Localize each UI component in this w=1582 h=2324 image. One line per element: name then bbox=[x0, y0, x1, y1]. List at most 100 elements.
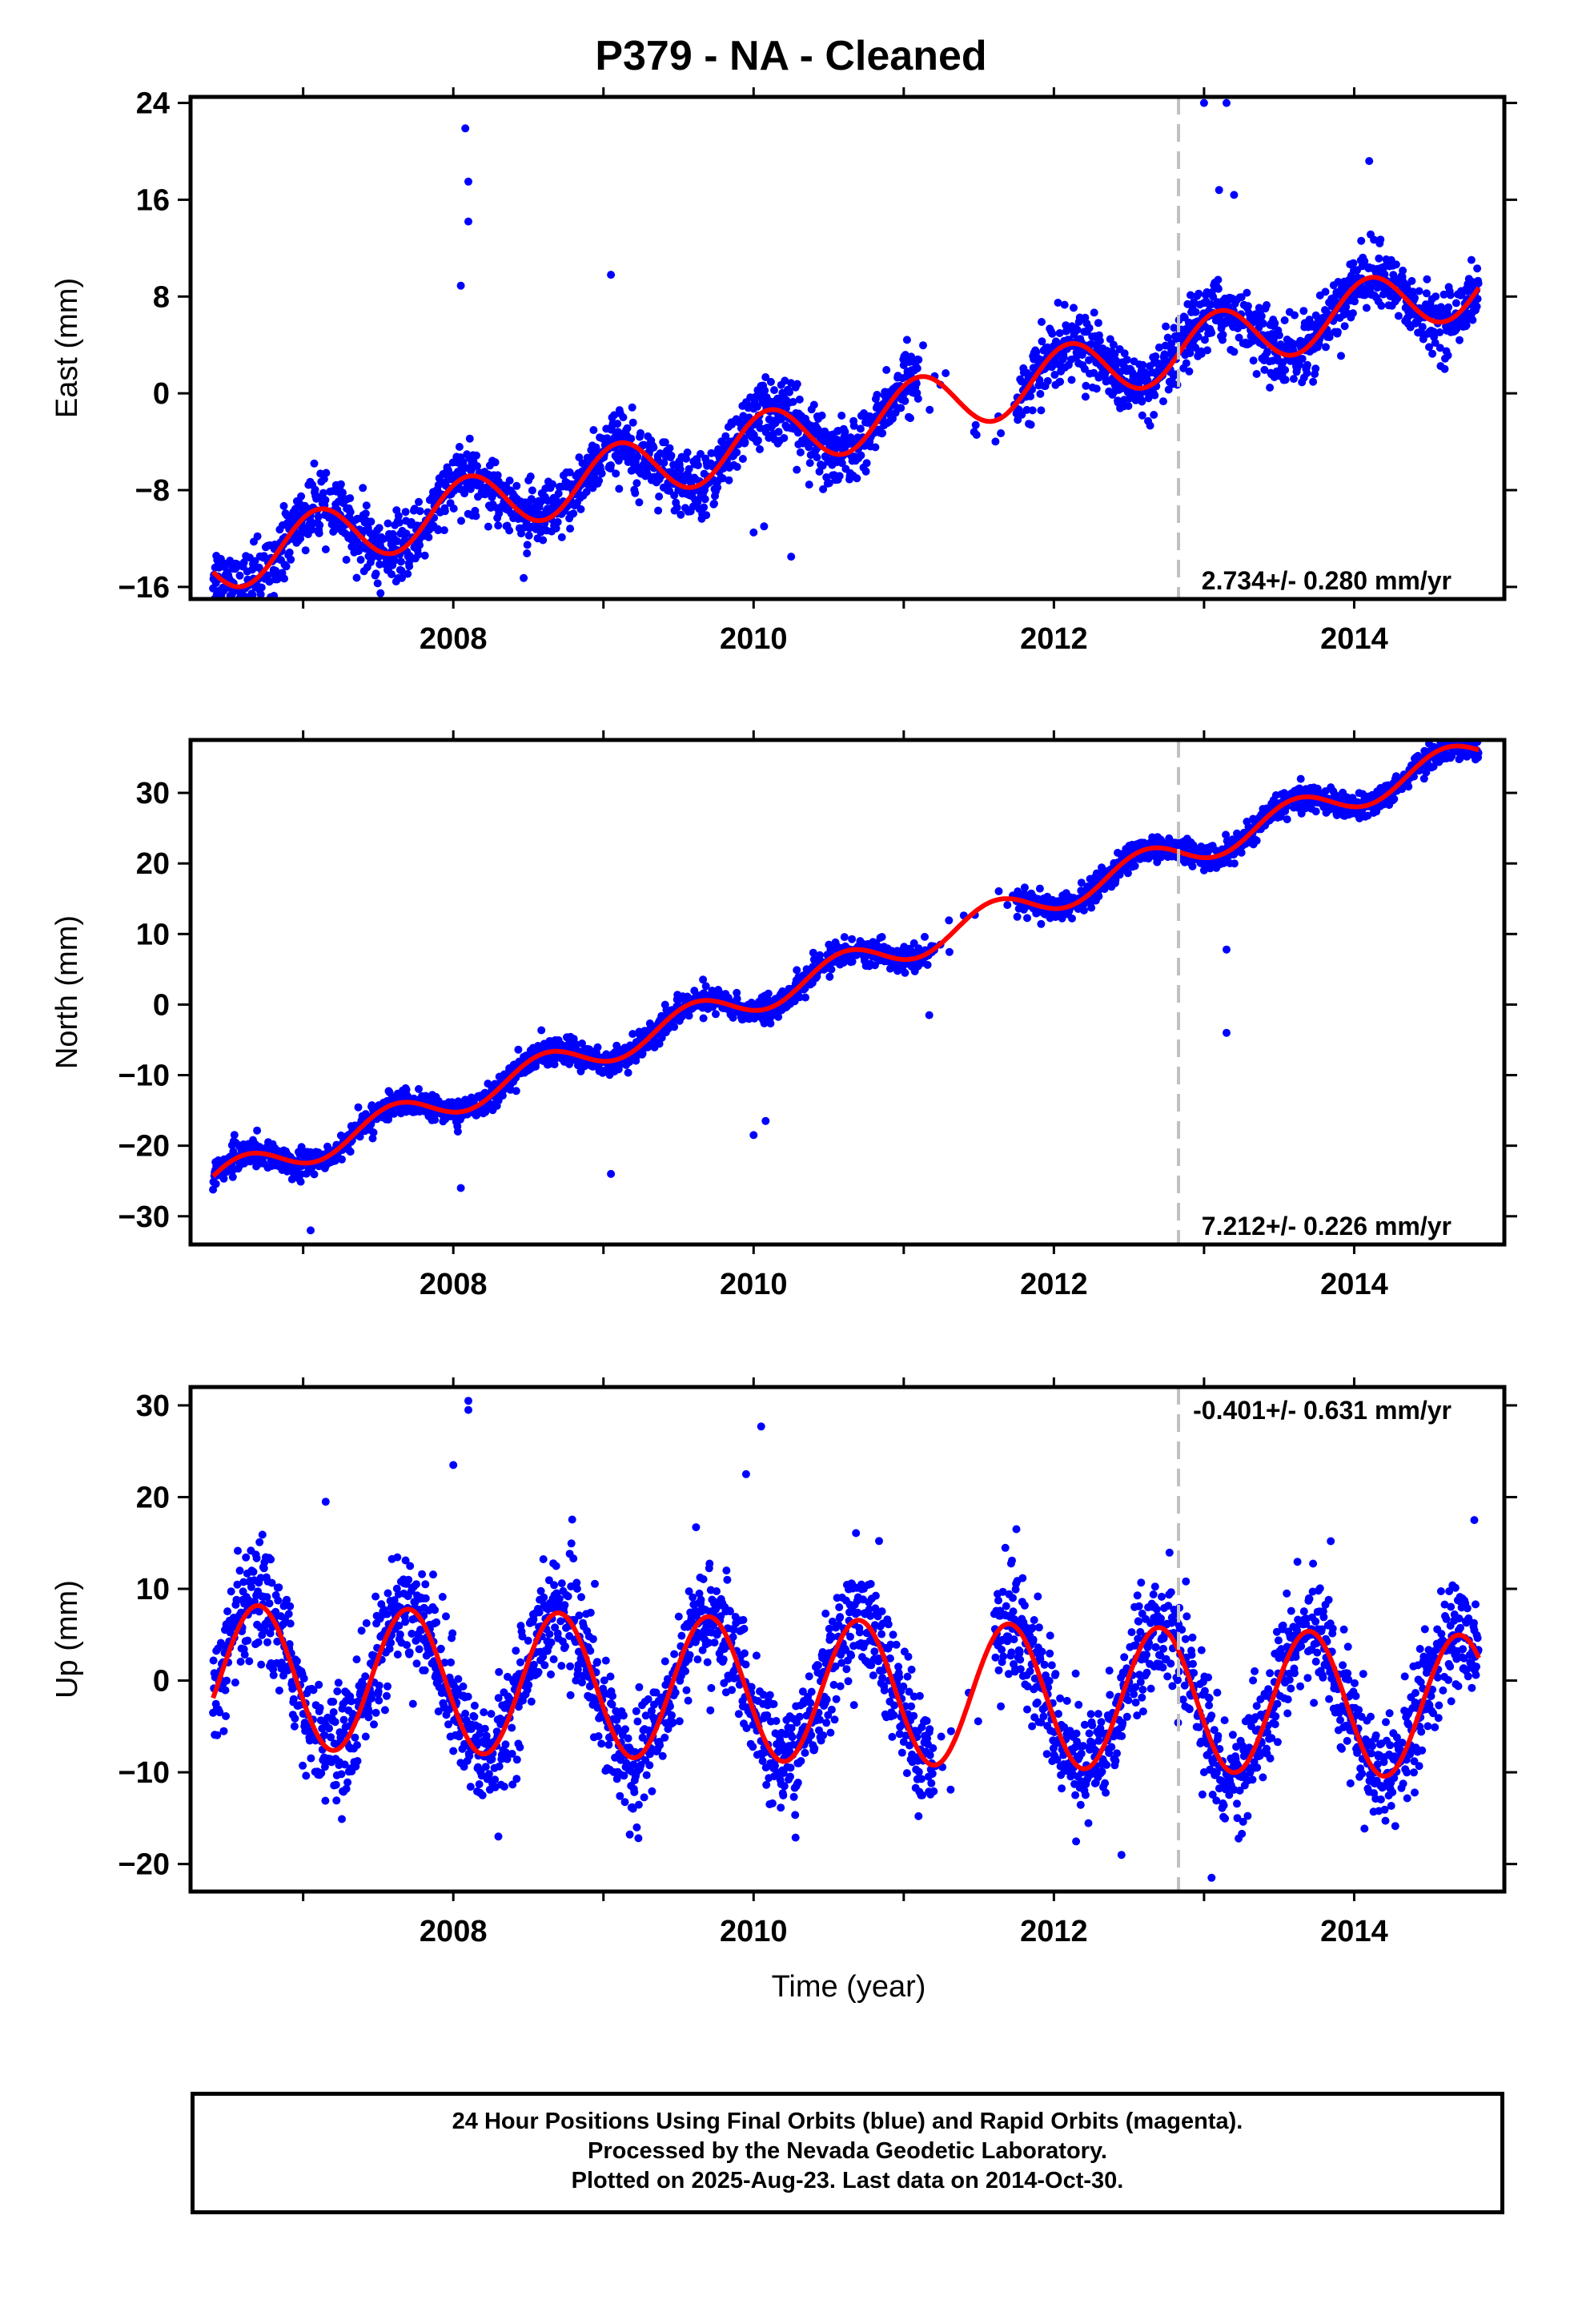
east-point bbox=[817, 411, 826, 420]
east-point bbox=[517, 529, 525, 538]
east-x-tick-label: 2010 bbox=[720, 622, 788, 656]
east-point bbox=[1167, 339, 1176, 348]
east-point bbox=[1194, 332, 1203, 341]
east-point bbox=[1197, 349, 1206, 358]
east-point bbox=[455, 443, 464, 451]
east-point bbox=[473, 462, 481, 470]
north-point bbox=[1023, 914, 1031, 923]
east-point bbox=[971, 420, 980, 429]
east-point bbox=[1110, 350, 1119, 359]
east-point bbox=[1408, 287, 1417, 296]
east-point bbox=[741, 438, 749, 447]
east-point bbox=[493, 471, 502, 480]
east-point bbox=[1380, 270, 1389, 279]
east-point bbox=[991, 437, 1000, 446]
east-point bbox=[1028, 406, 1037, 415]
east-point bbox=[256, 590, 265, 599]
east-point bbox=[1214, 284, 1223, 293]
east-point bbox=[1456, 336, 1464, 344]
east-point bbox=[897, 404, 905, 412]
north-point bbox=[431, 1116, 440, 1124]
east-point bbox=[346, 508, 355, 517]
east-point bbox=[1431, 339, 1439, 348]
east-point bbox=[1200, 336, 1209, 344]
east-point bbox=[420, 551, 429, 560]
east-outlier-point bbox=[787, 553, 796, 561]
east-point bbox=[491, 458, 500, 467]
east-point bbox=[592, 443, 600, 452]
east-point bbox=[1472, 302, 1481, 311]
east-outlier-point bbox=[760, 522, 769, 531]
north-point bbox=[1390, 794, 1399, 803]
east-point bbox=[322, 468, 331, 477]
east-point bbox=[569, 509, 578, 518]
east-point bbox=[673, 503, 681, 512]
east-point bbox=[248, 590, 257, 599]
east-point bbox=[1154, 343, 1163, 352]
east-point bbox=[1230, 348, 1239, 356]
east-point bbox=[1431, 292, 1440, 301]
north-point bbox=[877, 933, 886, 941]
north-point bbox=[1199, 866, 1208, 875]
east-point bbox=[785, 388, 793, 396]
chart-title: P379 - NA - Cleaned bbox=[595, 33, 987, 79]
east-point bbox=[1085, 324, 1094, 332]
east-point bbox=[1124, 402, 1133, 410]
east-point bbox=[219, 618, 227, 626]
east-point bbox=[1266, 384, 1275, 392]
east-point bbox=[756, 445, 764, 453]
north-point bbox=[795, 993, 804, 1002]
east-outlier-point bbox=[464, 177, 472, 186]
east-point bbox=[1043, 376, 1052, 385]
north-point bbox=[1230, 859, 1239, 868]
north-point bbox=[848, 935, 857, 943]
east-point bbox=[862, 459, 871, 468]
east-point bbox=[394, 512, 403, 521]
east-point bbox=[1463, 287, 1472, 296]
east-outlier-point bbox=[1365, 157, 1374, 166]
north-point bbox=[801, 993, 809, 1002]
east-point bbox=[1271, 319, 1279, 328]
east-point bbox=[841, 428, 849, 436]
north-point bbox=[310, 1170, 319, 1179]
east-point bbox=[336, 480, 345, 489]
east-point bbox=[257, 583, 266, 592]
north-point bbox=[840, 933, 849, 942]
east-point bbox=[1237, 293, 1246, 302]
north-point bbox=[578, 1039, 586, 1047]
east-x-tick-label: 2008 bbox=[420, 622, 488, 656]
east-point bbox=[1303, 368, 1311, 377]
east-point bbox=[1263, 348, 1271, 356]
east-point bbox=[342, 556, 351, 564]
east-point bbox=[693, 497, 702, 506]
east-point bbox=[234, 605, 242, 613]
east-point bbox=[390, 556, 399, 565]
east-point bbox=[815, 467, 824, 476]
east-point bbox=[393, 537, 402, 545]
east-point bbox=[554, 489, 563, 498]
east-point bbox=[457, 517, 465, 525]
north-point bbox=[230, 1131, 239, 1140]
east-point bbox=[665, 444, 674, 452]
east-point bbox=[1249, 356, 1258, 365]
east-point bbox=[660, 459, 669, 467]
east-point bbox=[780, 434, 789, 442]
east-point bbox=[1468, 316, 1477, 324]
east-point bbox=[902, 336, 911, 344]
east-point bbox=[683, 448, 692, 456]
east-point bbox=[232, 609, 240, 617]
east-outlier-point bbox=[464, 217, 472, 226]
east-point bbox=[279, 501, 288, 510]
east-point bbox=[713, 483, 722, 492]
north-point bbox=[764, 989, 773, 998]
east-point bbox=[813, 453, 821, 462]
east-x-tick-label: 2014 bbox=[1320, 622, 1388, 656]
east-point bbox=[777, 414, 786, 423]
east-point bbox=[1349, 259, 1358, 267]
east-point bbox=[528, 486, 536, 495]
north-point bbox=[1077, 879, 1086, 887]
east-point bbox=[589, 426, 598, 434]
east-point bbox=[1207, 300, 1215, 309]
east-point bbox=[805, 480, 813, 489]
east-point bbox=[416, 507, 424, 516]
